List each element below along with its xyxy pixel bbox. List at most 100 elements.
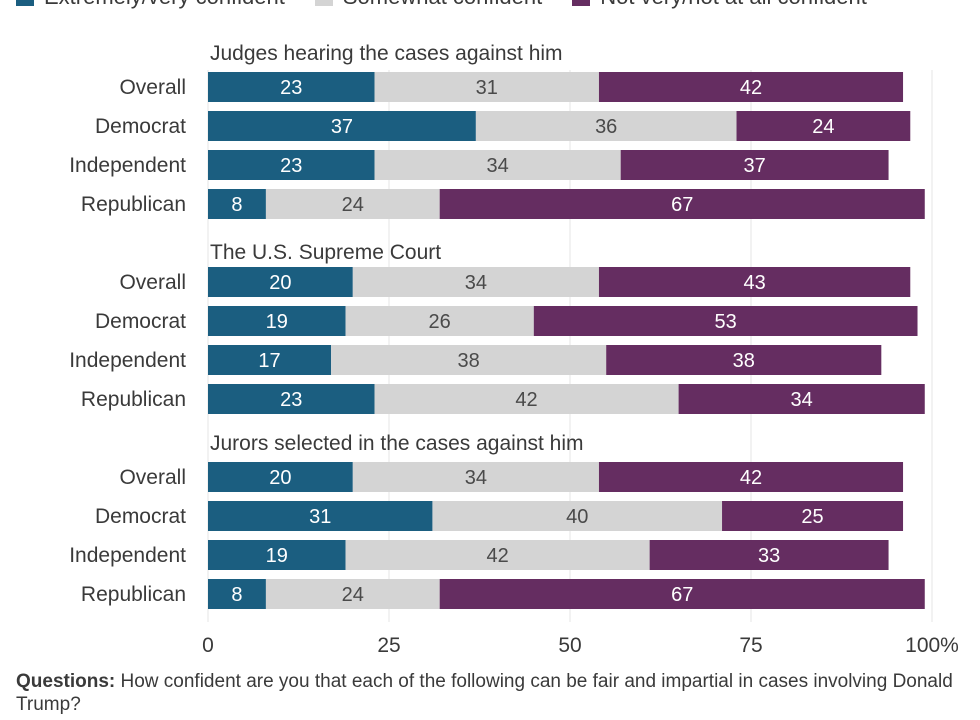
bar-0-0-1 bbox=[374, 72, 599, 102]
bar-value-2-0-2: 42 bbox=[740, 467, 762, 489]
bar-2-0-2 bbox=[598, 462, 904, 492]
bar-value-0-2-1: 34 bbox=[486, 155, 508, 177]
bar-0-0-0 bbox=[208, 72, 375, 102]
bar-2-2-1 bbox=[345, 540, 650, 570]
bar-0-2-2 bbox=[620, 150, 889, 180]
legend-label-extremely-very: Extremely/very confident bbox=[44, 0, 285, 10]
bar-value-2-0-0: 20 bbox=[269, 467, 291, 489]
row-label-2-1: Democrat bbox=[95, 505, 186, 528]
group-title-1: The U.S. Supreme Court bbox=[210, 241, 441, 264]
row-label-1-3: Republican bbox=[81, 388, 186, 411]
row-label-0-3: Republican bbox=[81, 193, 186, 216]
bar-value-1-0-1: 34 bbox=[465, 272, 487, 294]
bar-value-1-2-0: 17 bbox=[258, 350, 280, 372]
bar-2-3-2 bbox=[439, 579, 925, 609]
bar-0-3-1 bbox=[265, 189, 440, 219]
row-label-2-0: Overall bbox=[119, 466, 186, 489]
footnote-text: How confident are you that each of the f… bbox=[16, 671, 953, 715]
bar-value-0-2-0: 23 bbox=[280, 155, 302, 177]
chart-legend: Extremely/very confident Somewhat confid… bbox=[16, 0, 867, 10]
bar-value-0-3-2: 67 bbox=[671, 194, 693, 216]
bar-1-0-1 bbox=[352, 267, 599, 297]
row-label-0-1: Democrat bbox=[95, 115, 186, 138]
bar-2-1-2 bbox=[722, 501, 904, 531]
bar-0-1-0 bbox=[208, 111, 476, 141]
x-tick-label-4: 100% bbox=[905, 634, 959, 657]
bar-0-1-2 bbox=[736, 111, 911, 141]
bar-value-1-3-1: 42 bbox=[515, 389, 537, 411]
bar-value-1-2-1: 38 bbox=[458, 350, 480, 372]
legend-item-not-very: Not very/not at all confident bbox=[572, 0, 867, 10]
bar-value-2-2-0: 19 bbox=[266, 545, 288, 567]
bar-value-0-0-0: 23 bbox=[280, 77, 302, 99]
bar-value-2-3-2: 67 bbox=[671, 584, 693, 606]
bar-0-2-1 bbox=[374, 150, 621, 180]
bar-1-0-2 bbox=[598, 267, 911, 297]
x-tick-label-3: 75 bbox=[739, 634, 762, 657]
bar-value-2-1-2: 25 bbox=[801, 506, 823, 528]
bar-1-3-0 bbox=[208, 384, 375, 414]
bar-0-3-2 bbox=[439, 189, 925, 219]
bar-value-1-1-1: 26 bbox=[429, 311, 451, 333]
bar-value-2-3-1: 24 bbox=[342, 584, 364, 606]
bar-value-1-0-2: 43 bbox=[743, 272, 765, 294]
x-tick-label-1: 25 bbox=[377, 634, 400, 657]
bar-1-1-0 bbox=[208, 306, 346, 336]
legend-label-somewhat: Somewhat confident bbox=[343, 0, 542, 10]
bar-value-1-1-2: 53 bbox=[715, 311, 737, 333]
group-title-0: Judges hearing the cases against him bbox=[210, 42, 563, 65]
bar-value-2-1-1: 40 bbox=[566, 506, 588, 528]
row-label-1-2: Independent bbox=[69, 349, 186, 372]
bar-value-1-0-0: 20 bbox=[269, 272, 291, 294]
bar-0-0-2 bbox=[598, 72, 904, 102]
bar-value-0-3-0: 8 bbox=[231, 194, 242, 216]
bar-value-1-3-0: 23 bbox=[280, 389, 302, 411]
bar-0-1-1 bbox=[475, 111, 737, 141]
bar-2-2-0 bbox=[208, 540, 346, 570]
row-label-2-3: Republican bbox=[81, 583, 186, 606]
stacked-bar-chart: Judges hearing the cases against him Over… bbox=[69, 42, 959, 657]
bar-2-0-0 bbox=[208, 462, 353, 492]
row-label-0-2: Independent bbox=[69, 154, 186, 177]
x-tick-label-2: 50 bbox=[558, 634, 581, 657]
bar-value-1-3-2: 34 bbox=[791, 389, 813, 411]
bar-1-1-1 bbox=[345, 306, 534, 336]
bar-value-0-0-2: 42 bbox=[740, 77, 762, 99]
bar-2-3-1 bbox=[265, 579, 440, 609]
bar-1-2-2 bbox=[606, 345, 882, 375]
legend-label-not-very: Not very/not at all confident bbox=[600, 0, 867, 10]
bar-value-2-3-0: 8 bbox=[231, 584, 242, 606]
legend-item-somewhat: Somewhat confident bbox=[314, 0, 542, 10]
row-label-1-1: Democrat bbox=[95, 310, 186, 333]
bar-2-1-1 bbox=[432, 501, 723, 531]
bar-value-0-2-2: 37 bbox=[743, 155, 765, 177]
bar-value-0-0-1: 31 bbox=[476, 77, 498, 99]
bar-value-2-2-2: 33 bbox=[758, 545, 780, 567]
bar-1-2-0 bbox=[208, 345, 332, 375]
bar-value-1-1-0: 19 bbox=[266, 311, 288, 333]
bar-value-2-0-1: 34 bbox=[465, 467, 487, 489]
row-label-2-2: Independent bbox=[69, 544, 186, 567]
legend-swatch-extremely-very bbox=[16, 0, 34, 6]
bar-0-2-0 bbox=[208, 150, 375, 180]
bar-2-0-1 bbox=[352, 462, 599, 492]
legend-swatch-not-very bbox=[572, 0, 591, 6]
row-label-1-0: Overall bbox=[119, 271, 186, 294]
footnote-label: Questions: bbox=[16, 671, 116, 692]
bar-value-0-3-1: 24 bbox=[342, 194, 364, 216]
bar-value-2-1-0: 31 bbox=[309, 506, 331, 528]
legend-swatch-somewhat bbox=[314, 0, 333, 6]
bar-1-3-1 bbox=[374, 384, 679, 414]
bar-1-0-0 bbox=[208, 267, 353, 297]
bar-0-3-0 bbox=[208, 189, 266, 219]
bar-1-2-1 bbox=[331, 345, 607, 375]
bar-value-0-1-1: 36 bbox=[595, 116, 617, 138]
bar-1-1-2 bbox=[533, 306, 918, 336]
legend-item-extremely-very: Extremely/very confident bbox=[16, 0, 285, 10]
bar-2-1-0 bbox=[208, 501, 433, 531]
bar-value-1-2-2: 38 bbox=[733, 350, 755, 372]
bar-1-3-2 bbox=[678, 384, 925, 414]
row-label-0-0: Overall bbox=[119, 76, 186, 99]
bar-2-2-2 bbox=[649, 540, 889, 570]
footnote: Questions: How confident are you that ea… bbox=[16, 670, 966, 716]
